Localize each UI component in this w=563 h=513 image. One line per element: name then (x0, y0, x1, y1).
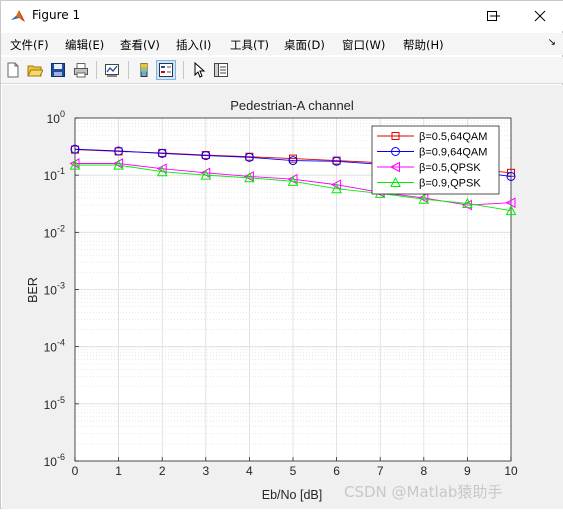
print-icon (74, 63, 88, 78)
triangle-left-marker (505, 197, 516, 209)
close-icon (534, 10, 546, 22)
maximize-button[interactable] (469, 1, 515, 31)
y-tick-label: 10-3 (44, 281, 65, 298)
x-tick-label: 10 (504, 464, 518, 478)
new-figure-icon (7, 62, 19, 78)
menu-bar: 文件(F) 编辑(E) 查看(V) 插入(I) 工具(T) 桌面(D) 窗口(W… (1, 33, 563, 55)
menu-help[interactable]: 帮助(H) (403, 38, 444, 52)
colorbar-button[interactable] (134, 60, 154, 80)
watermark: CSDN @Matlab猿助手 (344, 483, 503, 501)
legend-icon (159, 63, 173, 77)
open-file-icon (27, 65, 43, 77)
x-tick-label: 4 (246, 464, 253, 478)
triangle-up-marker (287, 175, 299, 186)
series-line (75, 164, 512, 212)
legend-button[interactable] (156, 60, 176, 80)
colorbar-icon (140, 63, 148, 77)
triangle-up-marker (390, 176, 401, 187)
figure-canvas: Pedestrian-A channel Eb/No [dB] BER 0 1 2 3… (2, 85, 563, 509)
triangle-up-marker (331, 183, 342, 194)
circle-marker (244, 152, 254, 162)
y-tick-label: 10-5 (44, 395, 65, 412)
link-plot-button[interactable] (102, 60, 122, 80)
y-tick-label: 10-4 (44, 338, 65, 355)
x-tick-label: 1 (115, 464, 122, 478)
circle-marker (201, 151, 211, 161)
legend-label: β=0.9,QPSK (419, 178, 481, 190)
save-icon (51, 63, 65, 77)
link-plot-icon (105, 64, 119, 77)
circle-marker (114, 146, 124, 156)
x-tick-label: 3 (202, 464, 209, 478)
y-axis-label: BER (26, 277, 40, 303)
circle-marker (506, 171, 516, 181)
x-tick-label: 7 (377, 464, 384, 478)
x-tick-label: 9 (464, 464, 471, 478)
circle-marker (70, 144, 80, 154)
menu-view[interactable]: 查看(V) (120, 38, 160, 52)
circle-marker (157, 148, 167, 158)
triangle-left-marker (331, 179, 342, 191)
new-figure-button[interactable] (3, 60, 23, 80)
toolbar (1, 57, 563, 84)
square-marker (391, 132, 400, 140)
triangle-up-marker (244, 172, 255, 183)
triangle-up-marker (69, 159, 81, 170)
circle-marker (391, 147, 400, 156)
y-tick-label: 10-2 (44, 223, 65, 240)
triangle-up-marker (462, 197, 473, 208)
triangle-up-marker (200, 169, 212, 180)
menu-desktop[interactable]: 桌面(D) (284, 38, 325, 52)
toolbar-separator (128, 61, 129, 79)
title-bar[interactable]: Figure 1 (1, 1, 563, 31)
triangle-left-marker (389, 161, 400, 173)
x-axis-label: Eb/No [dB] (262, 488, 322, 502)
circle-marker (332, 156, 342, 166)
x-tick-label: 0 (72, 464, 79, 478)
menu-tools[interactable]: 工具(T) (230, 38, 269, 52)
matlab-logo-icon (11, 10, 25, 22)
property-inspector-button[interactable] (211, 60, 231, 80)
triangle-up-marker (505, 205, 517, 216)
x-tick-label: 5 (290, 464, 297, 478)
x-tick-label: 8 (420, 464, 427, 478)
y-tick-label: 10-6 (44, 452, 65, 469)
save-button[interactable] (48, 60, 68, 80)
triangle-left-marker (156, 163, 167, 174)
y-tick-label: 10-1 (44, 166, 65, 183)
menu-window[interactable]: 窗口(W) (342, 38, 386, 52)
triangle-up-marker (113, 159, 124, 170)
edit-plot-icon (194, 62, 206, 78)
toolbar-separator (96, 61, 97, 79)
close-button[interactable] (517, 1, 563, 31)
menu-dock-arrow-icon[interactable]: ↘ (547, 37, 556, 48)
legend-label: β=0.5,64QAM (419, 131, 487, 143)
triangle-up-marker (418, 193, 430, 204)
x-tick-label: 2 (159, 464, 166, 478)
x-tick-label: 6 (333, 464, 340, 478)
chart-title: Pedestrian-A channel (230, 98, 354, 113)
property-inspector-icon (214, 63, 228, 77)
triangle-up-marker (156, 166, 168, 177)
menu-edit[interactable]: 编辑(E) (65, 38, 105, 52)
legend-label: β=0.9,64QAM (419, 147, 487, 159)
plot-frame (74, 117, 512, 462)
ber-chart[interactable]: Pedestrian-A channel Eb/No [dB] BER 0 1 2 3… (2, 85, 563, 509)
legend: β=0.5,64QAM β=0.9,64QAM β=0.5,QPSK β=0.9,QP… (371, 125, 500, 195)
menu-file[interactable]: 文件(F) (10, 38, 49, 52)
minimize-button[interactable] (472, 1, 518, 31)
circle-marker (288, 156, 298, 166)
toolbar-separator (183, 61, 184, 79)
print-button[interactable] (71, 60, 91, 80)
legend-label: β=0.5,QPSK (419, 162, 481, 174)
y-tick-label: 100 (47, 109, 65, 126)
open-file-button[interactable] (25, 60, 45, 80)
window-title: Figure 1 (32, 8, 81, 22)
minimize-icon (490, 15, 500, 17)
maximize-icon (487, 11, 497, 21)
edit-plot-button[interactable] (189, 60, 209, 80)
menu-insert[interactable]: 插入(I) (176, 38, 212, 52)
